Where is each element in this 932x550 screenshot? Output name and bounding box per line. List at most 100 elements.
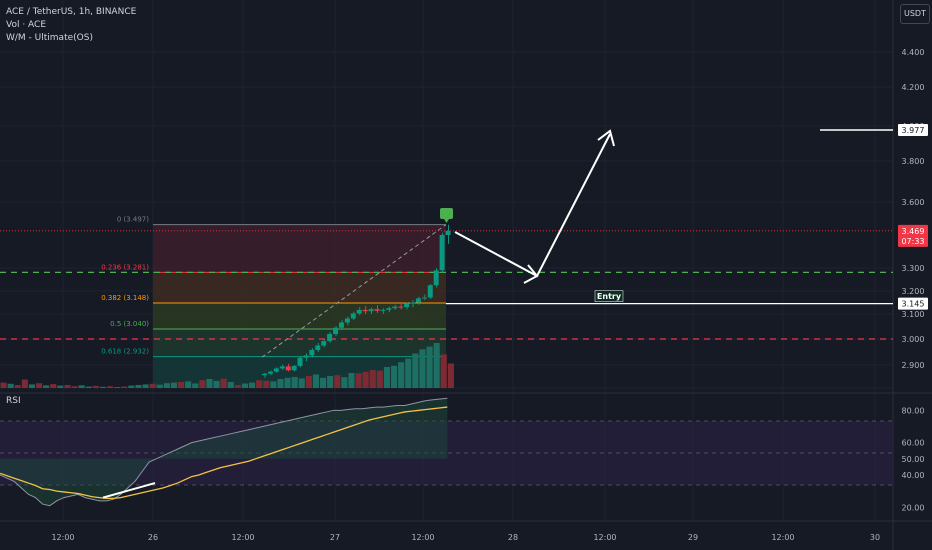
rsi-tick-3: 40.00 bbox=[902, 471, 925, 480]
price-tick-4: 3.600 bbox=[902, 198, 925, 207]
volume-bar-47 bbox=[334, 375, 341, 388]
price-label-0: 3.977 bbox=[902, 126, 925, 135]
volume-bar-62 bbox=[440, 354, 447, 388]
volume-bar-21 bbox=[149, 383, 156, 388]
price-tick-3: 3.800 bbox=[902, 157, 925, 166]
time-tick-0: 12:00 bbox=[51, 533, 74, 542]
signal-marker-icon bbox=[440, 208, 453, 219]
price-tick-7: 3.100 bbox=[902, 310, 925, 319]
candle-body-27 bbox=[421, 297, 427, 299]
volume-bar-18 bbox=[128, 385, 135, 388]
candle-body-20 bbox=[380, 309, 386, 311]
candle-body-0 bbox=[262, 373, 267, 376]
candle-body-15 bbox=[350, 313, 356, 319]
time-tick-3: 27 bbox=[330, 533, 340, 542]
time-tick-9: 30 bbox=[870, 533, 880, 542]
rsi-pane bbox=[0, 397, 893, 507]
volume-indicator-label[interactable]: Vol · ACE bbox=[6, 20, 47, 30]
price-tick-8: 3.000 bbox=[902, 335, 925, 344]
volume-bar-63 bbox=[447, 363, 454, 388]
volume-bar-58 bbox=[412, 353, 419, 388]
volume-bar-38 bbox=[270, 381, 277, 388]
arrow-head-down-icon bbox=[523, 264, 539, 284]
volume-bar-12 bbox=[85, 386, 92, 388]
volume-bar-56 bbox=[398, 362, 405, 388]
rsi-line bbox=[0, 397, 448, 507]
time-axis: 12:00 26 12:00 27 12:00 28 12:00 29 12:00 30 bbox=[51, 533, 880, 542]
volume-bar-52 bbox=[369, 370, 376, 388]
candle-body-6 bbox=[297, 357, 303, 366]
candle-body-22 bbox=[392, 306, 398, 309]
volume-bar-53 bbox=[376, 370, 383, 388]
volume-bar-22 bbox=[156, 384, 163, 388]
candle-body-10 bbox=[321, 341, 327, 346]
volume-bar-57 bbox=[405, 358, 412, 388]
volume-bar-60 bbox=[426, 346, 433, 388]
fib-zone-0 bbox=[153, 224, 446, 273]
volume-bar-4 bbox=[28, 384, 35, 388]
fib-zone-3 bbox=[153, 329, 446, 357]
volume-bars bbox=[0, 343, 454, 388]
volume-bar-27 bbox=[192, 383, 199, 388]
price-tick-5: 3.300 bbox=[902, 264, 925, 273]
fib-label-2: 0.382 (3.148) bbox=[101, 294, 149, 302]
arrow-head-up-icon bbox=[597, 129, 615, 147]
volume-bar-26 bbox=[185, 381, 192, 388]
volume-bar-25 bbox=[178, 382, 185, 388]
time-tick-5: 28 bbox=[508, 533, 518, 542]
price-label-2: 3.145 bbox=[902, 300, 925, 309]
price-tick-0: 4.400 bbox=[902, 48, 925, 57]
volume-bar-28 bbox=[199, 380, 206, 388]
fib-label-0: 0 (3.497) bbox=[117, 216, 149, 224]
fib-label-1: 0.236 (3.281) bbox=[101, 263, 149, 271]
volume-bar-32 bbox=[227, 382, 234, 388]
volume-bar-2 bbox=[14, 385, 21, 388]
volume-bar-51 bbox=[362, 371, 369, 388]
volume-bar-3 bbox=[21, 379, 28, 388]
ultimate-indicator-label[interactable]: W/M - Ultimate(OS) bbox=[6, 33, 93, 43]
volume-bar-48 bbox=[341, 377, 348, 388]
volume-bar-9 bbox=[64, 385, 71, 388]
volume-bar-35 bbox=[249, 382, 256, 388]
candle-body-4 bbox=[285, 366, 291, 371]
rsi-tick-0: 80.00 bbox=[902, 406, 925, 415]
fib-label-4: 0.618 (2.932) bbox=[101, 348, 149, 356]
time-tick-8: 12:00 bbox=[771, 533, 794, 542]
entry-label: Entry bbox=[597, 292, 622, 301]
projection-arrows bbox=[454, 129, 615, 284]
volume-bar-19 bbox=[135, 385, 142, 388]
volume-bar-49 bbox=[348, 373, 355, 388]
candle-body-13 bbox=[338, 322, 344, 328]
symbol-title[interactable]: ACE / TetherUS, 1h, BINANCE bbox=[6, 7, 137, 17]
price-label-box-1 bbox=[898, 224, 928, 247]
candles bbox=[262, 208, 453, 378]
candle-body-21 bbox=[386, 308, 392, 310]
price-countdown: 07:33 bbox=[901, 237, 924, 246]
volume-bar-7 bbox=[50, 384, 57, 388]
volume-bar-37 bbox=[263, 380, 270, 388]
rsi-title[interactable]: RSI bbox=[6, 396, 21, 406]
volume-bar-33 bbox=[234, 385, 241, 388]
volume-bar-42 bbox=[298, 378, 305, 388]
volume-bar-20 bbox=[142, 384, 149, 388]
volume-bar-6 bbox=[43, 385, 50, 388]
price-label-1: 3.469 bbox=[902, 227, 925, 236]
volume-bar-55 bbox=[391, 365, 398, 388]
candle-body-29 bbox=[433, 270, 439, 286]
rsi-tick-2: 50.00 bbox=[902, 455, 925, 464]
volume-bar-31 bbox=[220, 378, 227, 388]
entry-label-box bbox=[594, 290, 624, 302]
volume-bar-14 bbox=[99, 386, 106, 388]
candle-body-14 bbox=[344, 318, 350, 323]
volume-bar-13 bbox=[92, 385, 99, 388]
volume-bar-59 bbox=[419, 349, 426, 388]
volume-bar-46 bbox=[327, 376, 334, 388]
currency-button[interactable]: USDT bbox=[900, 4, 930, 24]
price-tick-9: 2.900 bbox=[902, 361, 925, 370]
time-tick-2: 12:00 bbox=[231, 533, 254, 542]
candle-body-5 bbox=[291, 365, 297, 371]
volume-bar-30 bbox=[213, 380, 220, 388]
volume-bar-34 bbox=[241, 383, 248, 388]
candle-body-28 bbox=[427, 285, 433, 298]
